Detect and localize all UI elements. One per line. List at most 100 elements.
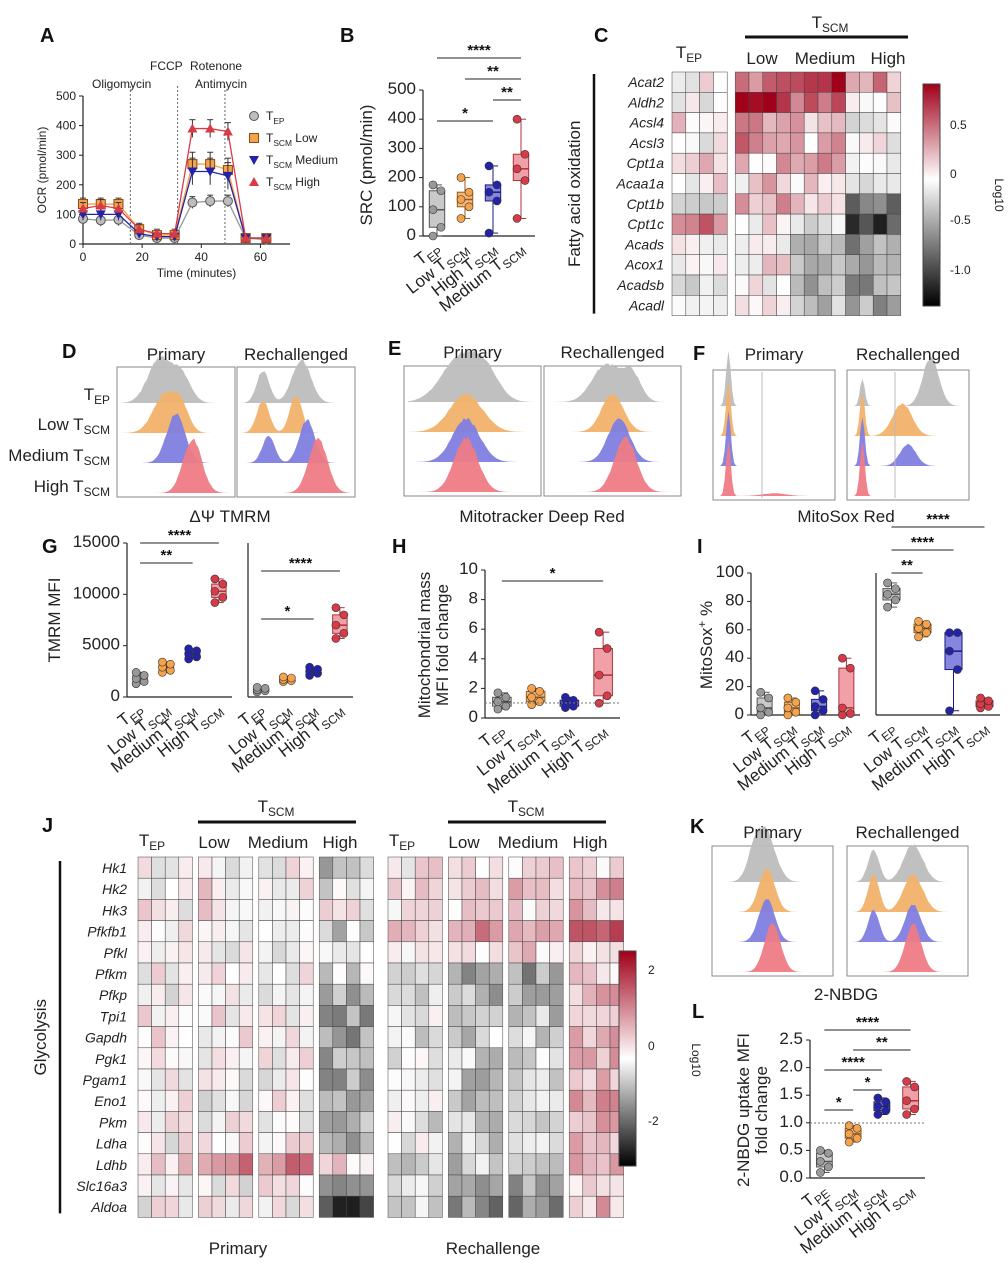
heatmap-cell [762,71,777,93]
heatmap-cell [488,856,504,879]
heatmap-cell [671,173,687,195]
heatmap-cell [522,920,537,943]
histogram-ridge [851,392,965,436]
heatmap-cell [137,962,152,985]
heatmap-cell [414,1005,430,1027]
heatmap-cell [508,1111,523,1133]
heatmap-cell [859,71,874,93]
legend-sym: T [266,175,274,189]
heatmap-cell [285,1047,300,1070]
gene-label: Aldoa [90,1199,127,1215]
heatmap-cell [549,983,564,1006]
y-tick-label: 1.0 [779,1112,803,1131]
heatmap-cell [817,152,833,174]
column-group-high: High [871,49,906,68]
heatmap-cell [803,213,819,235]
column-title-rechallenged: Rechallenged [244,345,348,364]
heatmap-cell [831,92,846,113]
label-sym: T [676,43,686,62]
heatmap-cell [151,983,166,1006]
column-title-rechallenged: Rechallenged [561,343,665,362]
heatmap-cell [401,1089,416,1112]
heatmap-cell [332,1047,347,1070]
heatmap-cell [448,1026,463,1049]
heatmap-cell [596,920,611,943]
heatmap-cell [671,152,687,174]
heatmap-cell [211,877,226,900]
heatmap-cell [845,112,860,134]
colorbar [922,83,941,307]
data-point [527,684,536,693]
heatmap-cell [671,132,687,154]
heatmap-cell [151,1047,166,1070]
data-point [436,222,446,232]
data-point [594,670,604,680]
colorbar-tick: -1.0 [950,263,971,277]
data-point [260,683,270,693]
label-sym: T [73,477,83,496]
heatmap-cell [790,92,805,113]
gene-label: Hk3 [102,902,127,918]
heatmap-cell [549,1026,564,1049]
significance-label: ** [161,547,173,564]
heatmap-cell [549,1047,564,1070]
panel-label-G: G [42,536,58,558]
heatmap-cell [346,856,361,879]
heatmap-cell [699,173,714,195]
heatmap-cell [137,1068,152,1091]
data-point [205,167,216,177]
legend-suffix: Low [292,131,318,145]
data-point [891,595,900,605]
heatmap-cell [582,920,597,943]
column-group-medium: Medium [795,49,855,68]
y-tick-label: 500 [56,89,76,103]
panel-label-A: A [40,25,54,47]
data-point [535,687,544,696]
heatmap-cell [859,112,874,134]
heatmap-cell [346,983,361,1006]
heatmap-cell [211,962,226,985]
heatmap-cell [713,295,728,316]
heatmap-cell [238,920,254,943]
gene-label: Eno1 [94,1093,127,1109]
heatmap-cell [549,1174,564,1197]
heatmap-cell [137,899,152,921]
heatmap-cell [762,274,777,296]
data-point [187,167,198,177]
heatmap-cell [448,1047,463,1070]
significance-label: * [462,105,468,122]
heatmap-cell [461,1111,476,1133]
data-point [883,589,892,599]
heatmap-cell [258,983,273,1006]
heatmap-cell [151,1195,166,1218]
heatmap-cell [414,899,430,921]
heatmap-cell [508,1026,523,1049]
flow-row-label: Medium TSCM [8,446,110,468]
data-point [249,133,259,143]
heatmap-cell [178,1195,193,1218]
heatmap-cell [211,1047,226,1070]
data-point [339,629,349,638]
gene-label: Ldhb [96,1157,127,1173]
heatmap-cell [346,941,361,964]
data-point [249,111,259,121]
label-sub: EP [399,839,415,853]
heatmap-cell [461,856,476,879]
heatmap-cell [713,173,728,195]
heatmap-cell [332,1174,347,1197]
heatmap-cell [461,1089,476,1112]
heatmap-cell [151,877,166,900]
data-point [818,706,828,716]
heatmap-cell [164,1005,180,1027]
column-group-tep: TEP [676,43,702,65]
heatmap-cell [258,962,273,985]
heatmap-cell [211,1132,226,1155]
heatmap-cell [346,1153,361,1176]
heatmap-cell [475,877,490,900]
column-group-tep: TEP [389,831,415,853]
colorbar-tick: 0.5 [950,118,967,132]
heatmap-cell [776,274,791,296]
heatmap-cell [831,71,846,93]
heatmap-cell [318,1047,334,1070]
gene-label: Acadsb [616,277,664,293]
